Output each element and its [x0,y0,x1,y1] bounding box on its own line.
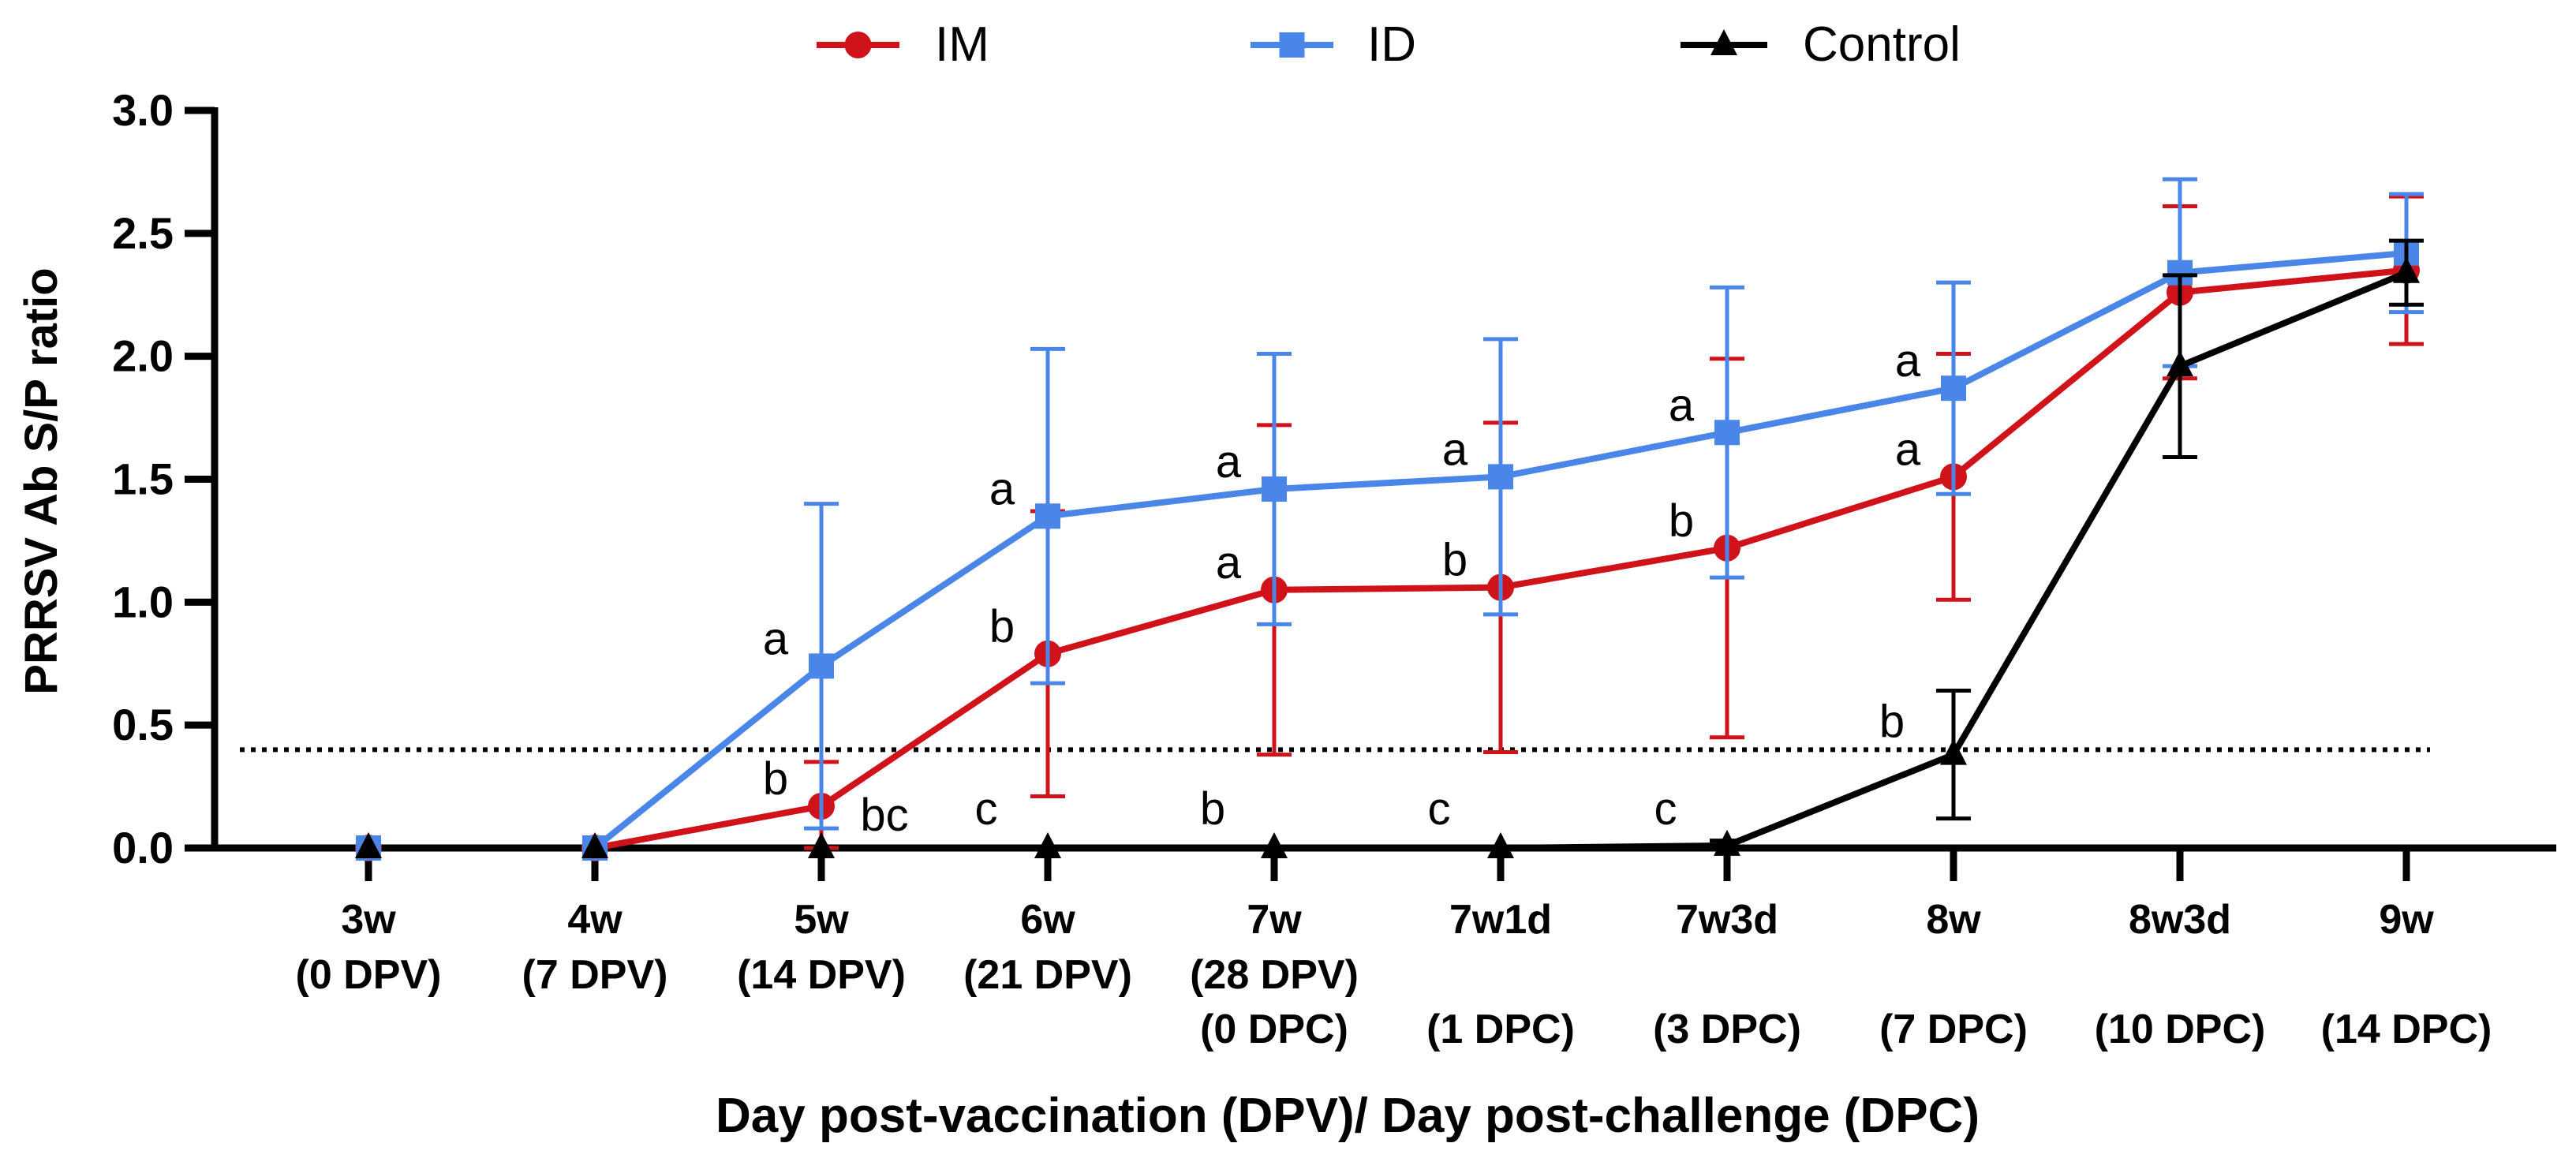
significance-label: a [989,463,1015,514]
data-point [1941,375,1966,402]
legend-marker [1279,32,1305,58]
significance-label: c [1654,783,1677,835]
significance-label: a [1216,537,1242,588]
y-tick-label: 2.0 [112,331,174,381]
significance-label: a [1895,335,1921,387]
x-tick-sublabel: (28 DPV) [1190,952,1359,998]
x-tick-sublabel-2: (10 DPC) [2095,1007,2266,1052]
legend-label: ID [1367,17,1416,72]
legend: IM ID Control [817,17,1961,72]
data-point [1940,738,1967,765]
significance-label: a [1669,379,1695,431]
significance-label: a [1216,436,1242,488]
x-tick-sublabel-2: (1 DPC) [1426,1007,1575,1052]
x-tick-sublabel-2: (3 DPC) [1653,1007,1801,1052]
y-tick-label: 1.5 [112,454,174,504]
significance-label: b [1669,495,1694,547]
significance-label: b [763,753,788,805]
significance-label: b [989,601,1015,652]
significance-label: b [1879,697,1905,748]
x-tick-label: 7w [1247,897,1302,943]
data-point [1034,832,1061,858]
legend-marker [1710,29,1737,55]
significance-label: a [1442,424,1468,475]
x-tick-sublabel-2: (14 DPC) [2321,1007,2492,1052]
data-point [1488,464,1513,490]
x-tick-label: 4w [567,897,623,943]
axes: 0.0 0.5 1.0 1.5 2.0 2.5 3.0 3w (0 DPV) 4w (7 DPV) 5… [112,85,2556,1052]
data-point [1035,503,1060,529]
significance-label: c [975,783,998,835]
significance-label: a [763,613,789,664]
series-control [355,238,2424,858]
x-tick-label: 6w [1020,897,1075,943]
data-point [808,832,835,858]
significance-label: bc [860,790,908,841]
series-layer [355,177,2424,861]
x-axis-title: Day post-vaccination (DPV)/ Day post-cha… [716,1089,1980,1143]
series-id [356,177,2424,861]
legend-item-id: ID [1251,17,1416,72]
data-point [809,653,834,679]
x-tick-label: 7w3d [1676,897,1778,943]
x-tick-label: 8w [1926,897,1981,943]
y-axis-title: PRRSV Ab S/P ratio [16,267,67,694]
series-im [355,194,2424,861]
data-point [355,832,382,858]
legend-marker [844,32,872,58]
y-tick-label: 1.0 [112,577,174,626]
significance-label: c [1428,783,1451,835]
x-tick-sublabel: (21 DPV) [963,952,1132,998]
x-tick-sublabel: (7 DPV) [522,952,668,998]
x-tick-label: 5w [794,897,849,943]
legend-item-control: Control [1681,17,1961,72]
legend-label: Control [1803,17,1961,72]
y-tick-label: 0.0 [112,823,174,872]
x-tick-sublabel-2: (7 DPC) [1879,1007,2028,1052]
data-point [1261,832,1288,858]
data-point [1262,476,1287,502]
data-point [1714,420,1740,446]
data-point [581,832,608,858]
x-tick-label: 7w1d [1449,897,1552,943]
y-tick-label: 3.0 [112,85,174,135]
x-tick-label: 3w [341,897,396,943]
legend-item-im: IM [817,17,989,72]
y-tick-label: 2.5 [112,208,174,258]
x-tick-sublabel-2: (0 DPC) [1200,1007,1348,1052]
significance-label: a [1895,424,1921,475]
data-point [2167,350,2193,377]
legend-label: IM [935,17,989,72]
data-point [2393,256,2420,283]
x-tick-sublabel: (14 DPV) [737,952,906,998]
significance-label: b [1442,535,1467,586]
x-tick-label: 8w3d [2129,897,2231,943]
data-point [1487,832,1514,858]
x-tick-label: 9w [2379,897,2434,943]
data-point [1714,829,1740,856]
significance-label: b [1200,783,1225,835]
x-tick-sublabel: (0 DPV) [296,952,442,998]
y-tick-label: 0.5 [112,700,174,749]
